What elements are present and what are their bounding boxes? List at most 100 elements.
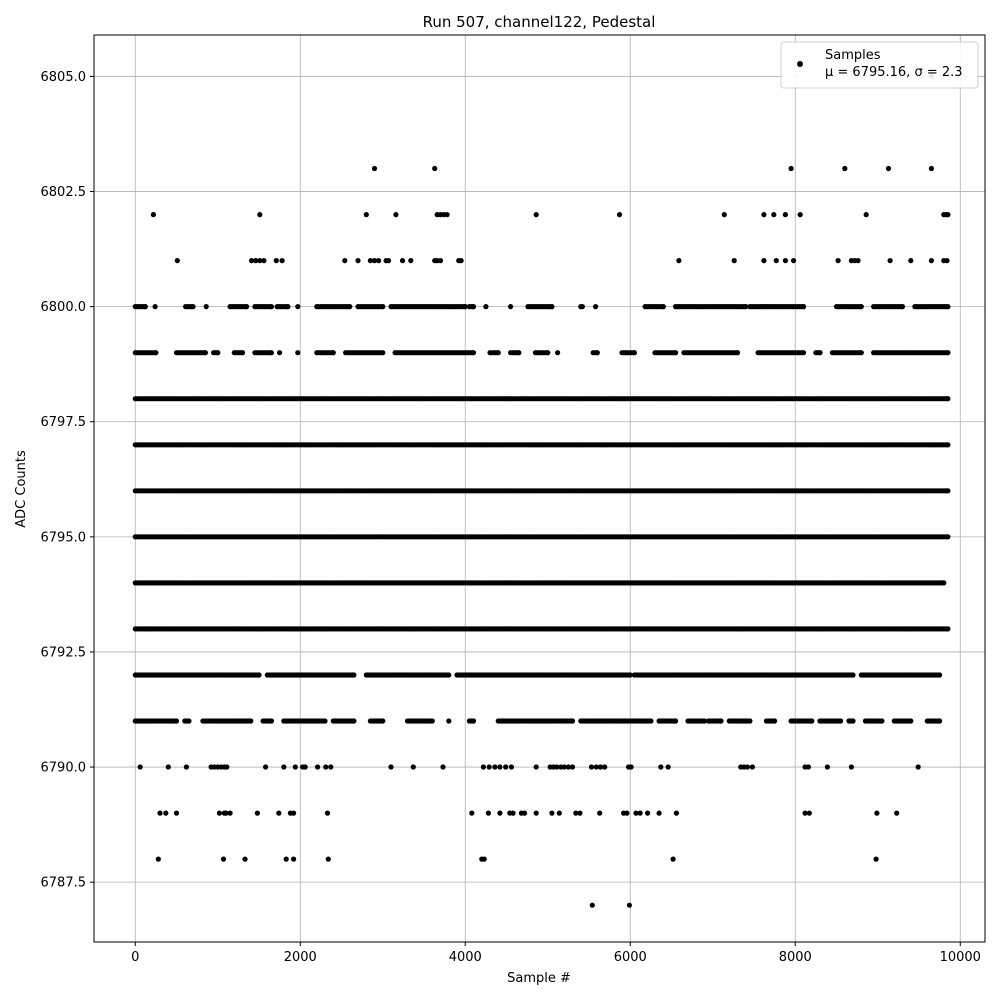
data-point xyxy=(462,304,468,310)
data-point xyxy=(533,810,539,816)
data-point xyxy=(432,165,438,172)
data-point xyxy=(944,258,950,264)
data-point xyxy=(588,764,595,770)
data-point xyxy=(676,258,682,264)
data-point xyxy=(263,764,269,770)
data-point xyxy=(277,350,283,356)
data-point xyxy=(173,718,180,724)
x-tick-label: 2000 xyxy=(284,950,317,965)
data-point xyxy=(721,212,727,218)
data-point xyxy=(437,258,444,264)
data-point xyxy=(616,212,623,218)
legend-marker xyxy=(797,61,803,67)
data-point xyxy=(376,258,382,264)
data-point xyxy=(731,258,737,264)
data-point xyxy=(291,856,297,862)
data-point xyxy=(522,810,528,816)
y-tick-label: 6792.5 xyxy=(41,645,87,660)
data-point xyxy=(446,672,452,678)
y-tick-label: 6802.5 xyxy=(41,185,87,200)
data-point xyxy=(410,764,416,770)
data-point xyxy=(330,350,336,356)
data-point xyxy=(561,764,567,770)
legend-box xyxy=(780,41,979,89)
data-point xyxy=(480,764,486,770)
data-point xyxy=(371,165,378,172)
data-point xyxy=(220,856,227,862)
data-point xyxy=(660,304,666,310)
data-point xyxy=(858,304,864,310)
y-tick-label: 6795.0 xyxy=(41,530,87,545)
data-point xyxy=(486,764,492,770)
data-point xyxy=(747,718,753,724)
x-axis-ticks: 0 2000 4000 6000 8000 10000 xyxy=(131,942,981,965)
data-point xyxy=(743,304,749,310)
data-point xyxy=(203,304,209,310)
data-point xyxy=(602,764,608,770)
data-point xyxy=(388,764,394,770)
data-point xyxy=(928,258,935,264)
legend-series-name: Samples xyxy=(825,48,881,63)
data-point xyxy=(835,258,841,264)
data-point xyxy=(945,212,951,218)
data-point xyxy=(485,810,491,816)
data-point xyxy=(440,764,446,770)
data-point xyxy=(850,718,856,724)
data-point xyxy=(744,764,751,770)
chart-title: Run 507, channel122, Pedestal xyxy=(423,13,656,31)
data-point xyxy=(215,350,221,356)
data-point xyxy=(351,672,357,678)
data-point xyxy=(153,350,159,356)
data-point xyxy=(800,304,807,310)
x-tick-label: 6000 xyxy=(614,950,647,965)
data-point xyxy=(855,258,861,264)
data-point xyxy=(347,304,353,310)
data-point xyxy=(256,672,262,678)
data-point xyxy=(873,856,879,862)
x-tick-label: 4000 xyxy=(449,950,482,965)
data-point xyxy=(734,350,741,356)
data-point xyxy=(244,304,250,310)
data-point xyxy=(508,764,514,770)
data-point xyxy=(885,165,892,172)
data-point xyxy=(295,350,301,356)
data-point xyxy=(573,810,579,816)
data-point xyxy=(915,764,921,770)
data-point xyxy=(216,810,222,816)
data-point xyxy=(788,165,794,172)
data-point xyxy=(295,304,301,310)
data-point xyxy=(858,350,864,356)
data-point xyxy=(761,212,767,218)
data-point xyxy=(549,304,555,310)
data-point xyxy=(771,212,777,218)
data-point xyxy=(941,580,947,586)
data-point xyxy=(791,258,797,264)
data-point xyxy=(503,764,509,770)
data-point xyxy=(569,718,576,724)
x-tick-label: 8000 xyxy=(779,950,812,965)
data-point xyxy=(380,304,386,310)
data-point xyxy=(285,304,291,310)
data-point xyxy=(137,764,143,770)
data-point xyxy=(577,810,583,816)
data-point xyxy=(342,258,348,264)
data-point xyxy=(371,258,378,264)
data-point xyxy=(257,212,263,218)
data-point xyxy=(429,718,435,724)
data-point xyxy=(628,764,634,770)
data-point xyxy=(701,718,708,724)
plot-area-frame xyxy=(93,34,986,943)
data-point xyxy=(322,718,328,724)
data-point xyxy=(380,718,386,724)
data-point xyxy=(249,258,255,264)
data-point xyxy=(645,810,651,816)
data-point xyxy=(470,304,477,310)
data-point xyxy=(174,258,180,264)
data-point xyxy=(797,212,803,218)
data-point xyxy=(806,810,812,816)
data-point xyxy=(257,258,263,264)
data-point xyxy=(782,212,789,218)
data-point xyxy=(497,810,503,816)
data-point xyxy=(315,764,321,770)
data-point xyxy=(945,534,951,540)
